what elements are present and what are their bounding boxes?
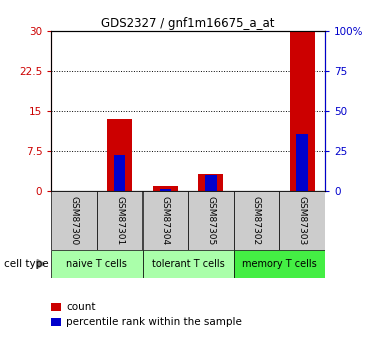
Bar [279, 191, 325, 250]
Text: GSM87305: GSM87305 [206, 196, 215, 245]
Bar [296, 134, 308, 191]
Text: GSM87302: GSM87302 [252, 196, 261, 245]
Bar [234, 191, 279, 250]
Bar [97, 191, 142, 250]
Bar [142, 250, 234, 278]
Text: count: count [66, 302, 96, 312]
Bar [198, 174, 223, 191]
Text: GSM87301: GSM87301 [115, 196, 124, 245]
Bar [234, 250, 325, 278]
Text: memory T cells: memory T cells [242, 259, 317, 269]
Bar [51, 191, 97, 250]
Bar [107, 119, 132, 191]
Text: GSM87303: GSM87303 [298, 196, 307, 245]
Title: GDS2327 / gnf1m16675_a_at: GDS2327 / gnf1m16675_a_at [101, 17, 275, 30]
Text: percentile rank within the sample: percentile rank within the sample [66, 317, 242, 327]
Bar [153, 186, 178, 191]
Text: tolerant T cells: tolerant T cells [152, 259, 225, 269]
Polygon shape [37, 259, 44, 268]
Bar [160, 189, 171, 191]
Bar [205, 175, 217, 191]
Bar [290, 31, 315, 191]
Bar [188, 191, 234, 250]
Text: naive T cells: naive T cells [66, 259, 127, 269]
Text: GSM87304: GSM87304 [161, 196, 170, 245]
Bar [114, 155, 125, 191]
Text: cell type: cell type [4, 259, 48, 269]
Text: GSM87300: GSM87300 [70, 196, 79, 245]
Bar [142, 191, 188, 250]
Bar [51, 250, 142, 278]
